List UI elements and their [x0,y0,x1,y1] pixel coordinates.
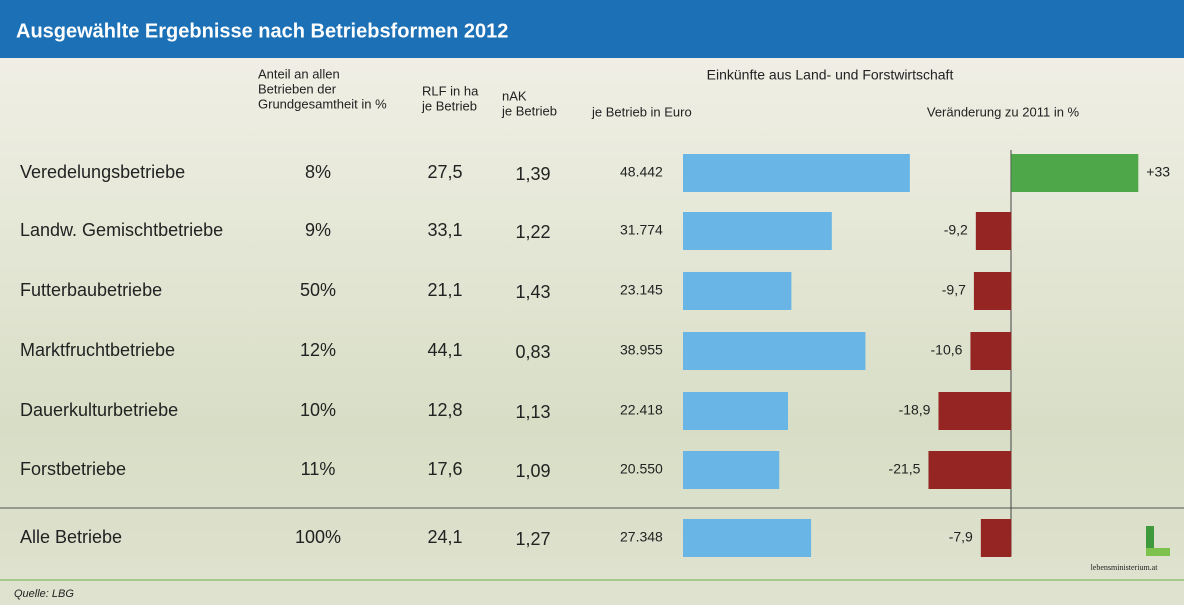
row-label: Landw. Gemischtbetriebe [20,220,223,240]
bar [980,519,1012,557]
value-label: 27.348 [620,529,663,545]
column-header: nAK [502,88,527,103]
bar [973,272,1012,310]
cell: 50% [300,280,336,300]
column-header: Grundgesamtheit in % [258,96,387,111]
cell: 10% [300,400,336,420]
cell: 11% [301,459,336,479]
cell: 1,39 [515,164,550,184]
cell: 9% [305,220,331,240]
bar [683,154,910,192]
bar [970,332,1012,370]
column-header: je Betrieb [501,103,557,118]
bar [683,392,788,430]
group-header: Einkünfte aus Land- und Forstwirtschaft [707,67,954,83]
header-bar [0,0,1184,58]
cell: 17,6 [427,459,462,479]
row-label: Marktfruchtbetriebe [20,340,175,360]
cell: 1,27 [515,529,550,549]
cell: 12,8 [427,400,462,420]
cell: 27,5 [427,162,462,182]
row-label: Alle Betriebe [20,527,122,547]
bar [683,332,866,370]
value-label: 22.418 [620,402,663,418]
cell: 1,13 [515,402,550,422]
row-label: Dauerkulturbetriebe [20,400,178,420]
bar [975,212,1012,250]
cell: 1,09 [515,461,550,481]
row-label: Veredelungsbetriebe [20,162,185,182]
value-label: 48.442 [620,164,663,180]
value-label: 38.955 [620,342,663,358]
value-label: +33 [1146,164,1170,180]
source: Quelle: LBG [14,588,74,600]
value-label: -10,6 [931,342,963,358]
bar [938,392,1012,430]
cell: 21,1 [427,280,462,300]
cell: 0,83 [515,342,550,362]
row-label: Forstbetriebe [20,459,126,479]
value-label: -7,9 [949,529,973,545]
cell: 33,1 [427,220,462,240]
value-label: -9,2 [944,222,968,238]
cell: 1,43 [515,282,550,302]
logo-mark [1146,526,1154,556]
bar [683,272,792,310]
bar [683,519,812,557]
row-label: Futterbaubetriebe [20,280,162,300]
chart-title: Veränderung zu 2011 in % [927,104,1080,119]
cell: 12% [300,340,336,360]
cell: 24,1 [427,527,462,547]
value-label: 31.774 [620,222,663,238]
cell: 44,1 [427,340,462,360]
column-header: Anteil an allen [258,66,340,81]
column-header: Betrieben der [258,81,337,96]
value-label: -18,9 [899,402,931,418]
bar [1011,154,1139,192]
value-label: -9,7 [942,282,966,298]
bar [928,451,1012,489]
value-label: 20.550 [620,461,663,477]
bar [683,212,832,250]
value-label: -21,5 [889,461,921,477]
cell: 8% [305,162,331,182]
cell: 100% [295,527,341,547]
cell: 1,22 [515,222,550,242]
title: Ausgewählte Ergebnisse nach Betriebsform… [16,20,508,42]
value-label: 23.145 [620,282,663,298]
column-header: RLF in ha [422,83,479,98]
column-header: je Betrieb [421,98,477,113]
logo-mark [1146,548,1170,556]
logo-text: lebensministerium.at [1091,563,1159,572]
chart-title: je Betrieb in Euro [591,104,692,119]
bar [683,451,780,489]
